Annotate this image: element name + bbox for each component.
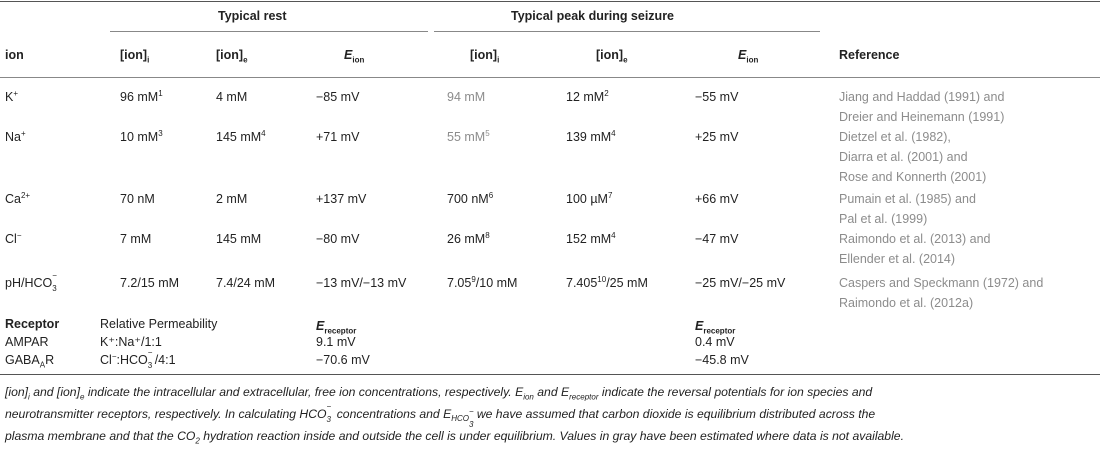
group-rule-seizure (434, 31, 820, 32)
rest-intracellular: 70 nM (120, 192, 155, 206)
rest-potential: +71 mV (316, 130, 360, 144)
rest-intracellular: 7.2/15 mM (120, 276, 180, 290)
col-header-reference: Reference (839, 48, 900, 62)
seizure-intracellular: 55 mM5 (447, 128, 490, 144)
seizure-potential: −55 mV (695, 90, 739, 104)
rest-potential: +137 mV (316, 192, 367, 206)
receptor-name: GABAAR (5, 353, 55, 370)
header-rule (0, 77, 1100, 78)
receptor-rest-potential: 9.1 mV (316, 335, 356, 349)
receptor-seizure-potential: 0.4 mV (695, 335, 735, 349)
seizure-potential: +25 mV (695, 130, 739, 144)
receptor-col-header: Receptor (5, 317, 60, 331)
rest-extracellular: 7.4/24 mM (216, 276, 276, 290)
seizure-intracellular: 7.059/10 mM (447, 274, 518, 290)
footnote-line: neurotransmitter receptors, respectively… (5, 402, 876, 430)
reference-line: Jiang and Haddad (1991) and (839, 90, 1005, 104)
reference-line: Diarra et al. (2001) and (839, 150, 968, 164)
ion-name: Cl− (5, 230, 22, 246)
group-header-rest: Typical rest (218, 9, 287, 23)
seizure-intracellular: 700 nM6 (447, 190, 494, 206)
col-header-rest-extracellular: [ion]e (216, 48, 248, 65)
receptor-rest-potential: −70.6 mV (316, 353, 370, 367)
seizure-extracellular: 152 mM4 (566, 230, 616, 246)
ion-name: pH/HCO −3 (5, 271, 57, 293)
seizure-extracellular: 139 mM4 (566, 128, 616, 144)
seizure-extracellular: 7.40510/25 mM (566, 274, 648, 290)
seizure-extracellular: 100 µM7 (566, 190, 613, 206)
rest-extracellular: 4 mM (216, 90, 248, 104)
rest-intracellular: 7 mM (120, 232, 152, 246)
ion-name: Na+ (5, 128, 26, 144)
col-header-rest-intracellular: [ion]i (120, 48, 150, 65)
ion-name: K+ (5, 88, 19, 104)
reference-line: Ellender et al. (2014) (839, 252, 956, 266)
permeability-col-header: Relative Permeability (100, 317, 218, 331)
footnote-line: [ion]i and [ion]e indicate the intracell… (5, 385, 873, 402)
table-bottom-rule (0, 374, 1100, 375)
group-rule-rest (110, 31, 428, 32)
col-header-ion: ion (5, 48, 24, 62)
col-header-seizure-intracellular: [ion]i (470, 48, 500, 65)
receptor-permeability: K⁺:Na⁺/1:1 (100, 335, 162, 349)
rest-intracellular: 96 mM1 (120, 88, 163, 104)
receptor-rest-potential-header: Ereceptor (316, 319, 357, 336)
reference-line: Dreier and Heinemann (1991) (839, 110, 1005, 124)
col-header-seizure-potential: Eion (738, 48, 759, 65)
seizure-potential: +66 mV (695, 192, 739, 206)
seizure-intracellular: 26 mM8 (447, 230, 490, 246)
reference-line: Rose and Konnerth (2001) (839, 170, 987, 184)
receptor-seizure-potential: −45.8 mV (695, 353, 749, 367)
receptor-permeability: Cl−:HCO −3 /4:1 (100, 348, 176, 370)
footnote-line: plasma membrane and that the CO2 hydrati… (5, 429, 904, 446)
seizure-potential: −47 mV (695, 232, 739, 246)
reference-line: Pal et al. (1999) (839, 212, 928, 226)
col-header-seizure-extracellular: [ion]e (596, 48, 628, 65)
reference-line: Raimondo et al. (2013) and (839, 232, 991, 246)
rest-potential: −80 mV (316, 232, 360, 246)
group-header-seizure: Typical peak during seizure (511, 9, 675, 23)
reference-line: Dietzel et al. (1982), (839, 130, 951, 144)
receptor-seizure-potential-header: Ereceptor (695, 319, 736, 336)
receptor-name: AMPAR (5, 335, 49, 349)
table-footnote: [ion]i and [ion]e indicate the intracell… (5, 381, 1095, 447)
rest-intracellular: 10 mM3 (120, 128, 163, 144)
rest-extracellular: 145 mM (216, 232, 262, 246)
seizure-potential: −25 mV/−25 mV (695, 276, 786, 290)
reference-line: Raimondo et al. (2012a) (839, 296, 974, 310)
rest-potential: −13 mV/−13 mV (316, 276, 407, 290)
seizure-extracellular: 12 mM2 (566, 88, 609, 104)
seizure-intracellular: 94 mM (447, 90, 486, 104)
reference-line: Pumain et al. (1985) and (839, 192, 976, 206)
col-header-rest-potential: Eion (344, 48, 365, 65)
rest-potential: −85 mV (316, 90, 360, 104)
reference-line: Caspers and Speckmann (1972) and (839, 276, 1044, 290)
rest-extracellular: 2 mM (216, 192, 248, 206)
ion-name: Ca2+ (5, 190, 31, 206)
rest-extracellular: 145 mM4 (216, 128, 266, 144)
table-top-rule (0, 1, 1100, 2)
